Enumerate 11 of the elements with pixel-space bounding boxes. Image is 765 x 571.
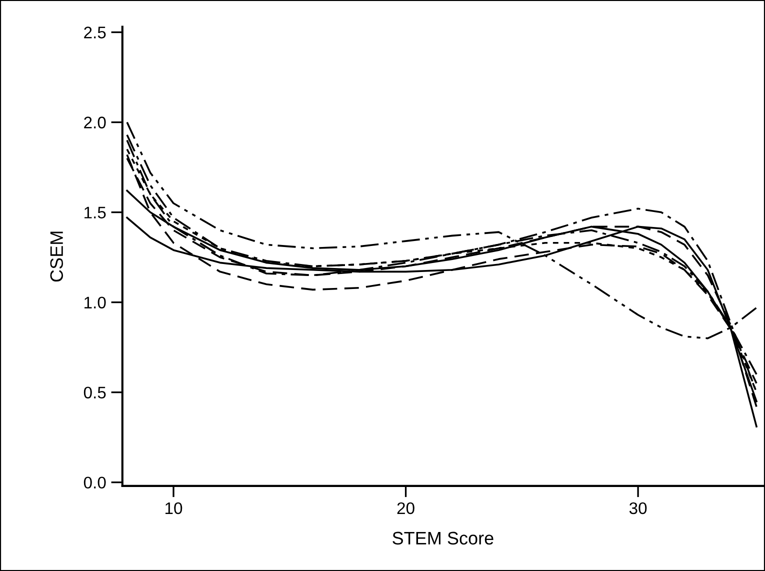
x-tick-label: 30 [629,502,647,514]
y-tick-label: 1.0 [84,296,106,308]
x-tick-label: 10 [166,502,182,514]
y-tick-label: 2.0 [84,116,106,128]
y-tick-label: 0.5 [84,386,106,399]
y-tick-label: 2.5 [84,26,106,38]
x-tick-label: 20 [397,502,414,514]
y-axis-title: CSEM [50,232,64,282]
y-tick-label: 1.5 [84,206,106,218]
y-tick-label: 0.0 [84,476,106,489]
x-axis-title: STEM Score [392,532,494,545]
